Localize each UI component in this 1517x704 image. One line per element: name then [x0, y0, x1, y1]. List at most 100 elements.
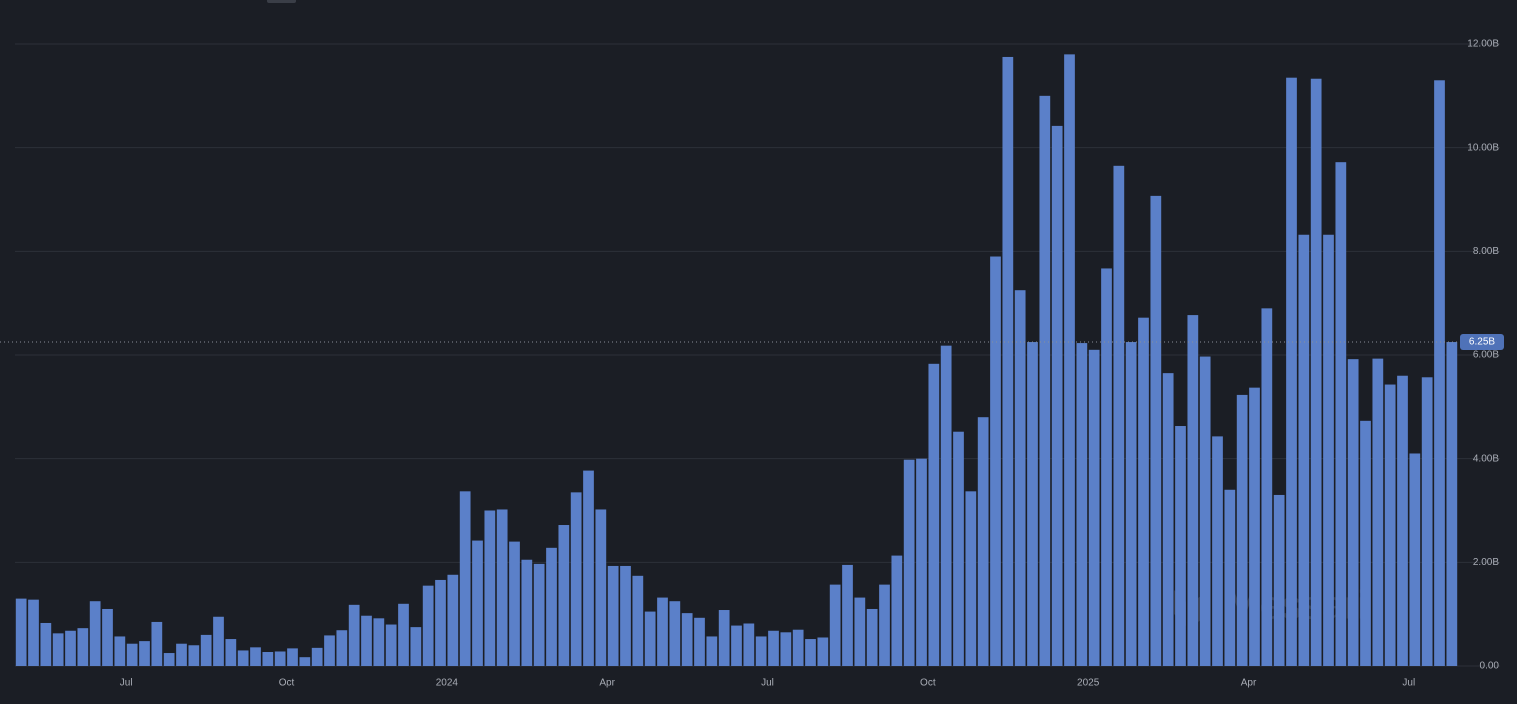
- bar: [435, 579, 446, 666]
- x-tick-label: Oct: [920, 678, 936, 689]
- bar: [521, 559, 533, 666]
- bar: [977, 417, 989, 666]
- bar: [1286, 77, 1297, 667]
- bar: [1397, 375, 1408, 666]
- bar: [1236, 394, 1248, 666]
- bar: [1273, 494, 1285, 666]
- bar: [225, 639, 237, 666]
- current-value-badge: [1460, 334, 1504, 351]
- bar: [706, 636, 718, 666]
- bar: [866, 608, 878, 666]
- bar: [657, 597, 668, 666]
- bar: [459, 491, 471, 666]
- bar: [1224, 489, 1236, 666]
- bar: [484, 510, 496, 666]
- x-tick-label: Oct: [279, 678, 295, 689]
- bar: [1076, 343, 1088, 666]
- bar: [15, 598, 27, 666]
- bar: [89, 601, 101, 666]
- bar: [176, 643, 187, 666]
- bar: [903, 459, 915, 666]
- bar: [422, 585, 434, 666]
- bar: [1310, 78, 1322, 666]
- bar: [398, 603, 409, 666]
- bar: [1113, 165, 1125, 666]
- bar: [1014, 290, 1026, 666]
- bar: [126, 643, 138, 666]
- bar: [77, 628, 89, 666]
- bar: [879, 584, 890, 666]
- bar: [200, 634, 212, 666]
- current-value-label: 6.25B: [1469, 337, 1495, 348]
- x-tick-label: Jul: [120, 678, 133, 689]
- bar: [829, 584, 841, 666]
- x-tick-label: Jul: [761, 678, 774, 689]
- y-tick-label: 10.00B: [1467, 142, 1499, 153]
- bar: [792, 629, 804, 666]
- bar: [1360, 420, 1371, 666]
- bar: [114, 636, 126, 666]
- bar: [1249, 387, 1260, 666]
- bar: [28, 599, 39, 666]
- bar: [496, 509, 508, 666]
- bar: [953, 431, 964, 666]
- bar: [102, 608, 113, 666]
- bar: [188, 645, 200, 666]
- bar: [385, 624, 397, 666]
- bar: [681, 613, 693, 666]
- bar: [311, 647, 323, 666]
- bar: [472, 540, 483, 666]
- bar: [1261, 308, 1273, 666]
- bar: [595, 509, 607, 666]
- bar: [1298, 234, 1310, 666]
- x-tick-label: 2025: [1077, 678, 1100, 689]
- bar: [768, 630, 779, 666]
- bar: [1101, 268, 1112, 666]
- bar: [1088, 349, 1100, 666]
- bar: [1335, 162, 1347, 666]
- bar: [1039, 95, 1051, 667]
- bar: [891, 555, 903, 666]
- bar: [1162, 373, 1174, 666]
- bar: [1051, 125, 1063, 666]
- bar: [373, 618, 385, 666]
- bar: [348, 604, 360, 666]
- bar: [755, 636, 767, 666]
- bar: [780, 632, 792, 666]
- bar: [447, 574, 459, 666]
- bar: [1175, 426, 1186, 666]
- bar: [1125, 342, 1137, 666]
- bar: [620, 565, 631, 666]
- bar: [694, 617, 705, 666]
- bar: [1199, 356, 1211, 666]
- bar: [1027, 342, 1038, 666]
- bar: [607, 565, 619, 666]
- bar: [361, 615, 372, 666]
- bar: [990, 256, 1001, 666]
- bar: [250, 647, 261, 666]
- bar: [262, 652, 274, 666]
- bar: [1064, 54, 1075, 667]
- bar: [743, 623, 755, 666]
- bar: [731, 625, 742, 666]
- y-tick-label: 6.00B: [1473, 350, 1499, 361]
- bar: [583, 470, 594, 666]
- bar: [509, 541, 520, 666]
- bar: [163, 653, 175, 666]
- bar: [213, 616, 224, 666]
- bar: [916, 458, 927, 666]
- bar: [718, 610, 730, 666]
- bar: [558, 525, 570, 666]
- x-tick-label: Jul: [1402, 678, 1415, 689]
- y-tick-label: 4.00B: [1473, 453, 1499, 464]
- bar: [1384, 384, 1396, 666]
- bar: [965, 491, 977, 666]
- bar: [1187, 315, 1199, 666]
- bar: [237, 650, 249, 666]
- bar: [336, 630, 348, 666]
- bar: [1434, 80, 1445, 667]
- bar: [632, 575, 644, 666]
- bar: [1002, 56, 1014, 667]
